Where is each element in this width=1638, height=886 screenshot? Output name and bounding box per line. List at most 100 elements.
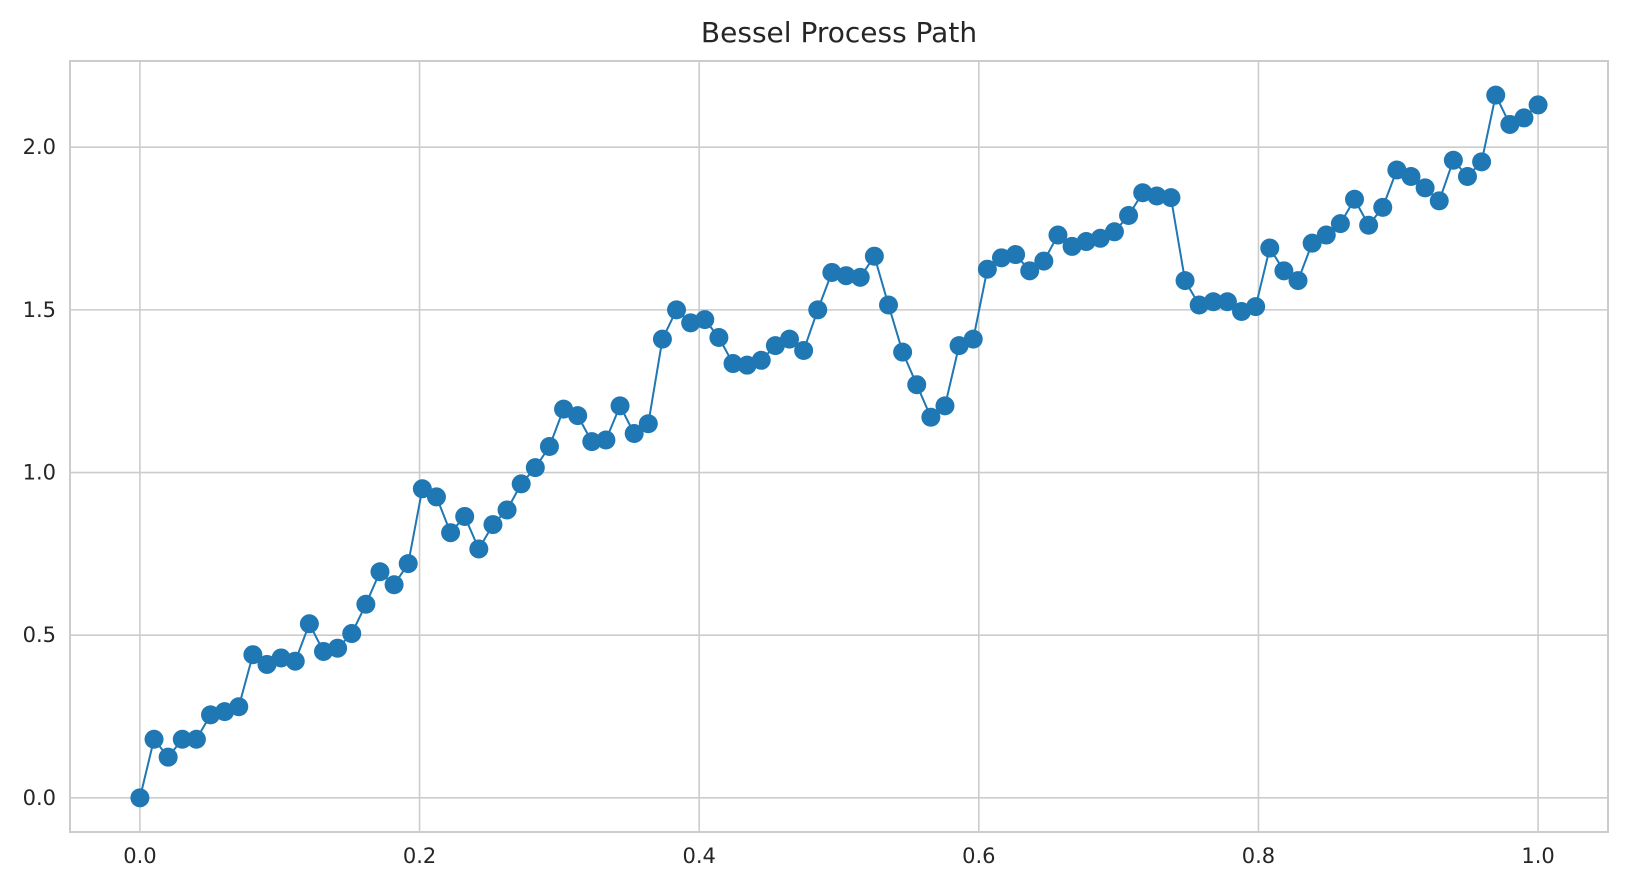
data-point — [667, 300, 687, 320]
data-point — [1161, 188, 1181, 208]
data-point — [172, 729, 192, 749]
data-point — [1359, 215, 1379, 235]
data-point — [257, 654, 277, 674]
data-point — [808, 300, 828, 320]
data-point — [963, 329, 983, 349]
x-tick-label: 0.4 — [682, 844, 715, 868]
data-point — [130, 788, 150, 808]
data-point — [1119, 206, 1139, 226]
data-point — [370, 562, 390, 582]
x-tick-label: 0.8 — [1242, 844, 1275, 868]
data-point — [1387, 160, 1407, 180]
data-point — [285, 651, 305, 671]
x-tick-label: 1.0 — [1521, 844, 1554, 868]
data-point — [1373, 197, 1393, 217]
data-point — [935, 396, 955, 416]
data-point — [441, 523, 461, 543]
y-tick-label: 0.0 — [23, 786, 56, 810]
data-point — [1514, 108, 1534, 128]
data-point — [1260, 238, 1280, 258]
data-point — [879, 295, 898, 315]
data-point — [1443, 150, 1463, 170]
data-point — [384, 575, 404, 595]
data-point — [1048, 225, 1068, 245]
y-axis-ticks: 0.0 0.5 1.0 1.5 2.0 — [23, 135, 56, 810]
data-point — [1472, 152, 1492, 172]
x-tick-label: 0.0 — [123, 844, 156, 868]
chart-title: Bessel Process Path — [701, 16, 977, 49]
data-point — [624, 423, 644, 443]
data-point — [1486, 85, 1506, 105]
y-tick-label: 1.5 — [23, 298, 56, 322]
data-point — [949, 336, 969, 356]
data-point — [794, 341, 814, 361]
data-point — [836, 266, 856, 286]
data-point — [1457, 166, 1477, 186]
x-tick-label: 0.2 — [403, 844, 436, 868]
data-point — [1246, 297, 1266, 317]
data-point — [695, 310, 715, 330]
data-point — [582, 432, 602, 452]
data-point — [765, 336, 785, 356]
series-layer — [130, 85, 1548, 808]
data-point — [1175, 271, 1195, 291]
data-point — [426, 487, 446, 507]
data-point — [511, 474, 531, 494]
data-point — [469, 539, 489, 559]
axes-frame — [69, 60, 1609, 833]
x-axis-ticks: 0.0 0.2 0.4 0.6 0.8 1.0 — [123, 844, 1555, 868]
data-point — [638, 414, 658, 434]
data-point — [1147, 186, 1167, 206]
data-point — [822, 262, 842, 282]
data-point — [780, 329, 799, 349]
data-point — [1274, 261, 1294, 281]
plot-area — [70, 61, 1608, 832]
data-point — [864, 246, 884, 266]
data-point — [568, 406, 588, 426]
data-point — [723, 354, 743, 374]
data-point — [483, 515, 503, 535]
data-point — [610, 396, 630, 416]
y-tick-label: 2.0 — [23, 135, 56, 159]
data-point — [243, 645, 263, 665]
data-point — [1034, 251, 1054, 271]
data-point — [751, 350, 771, 370]
data-point — [1104, 222, 1124, 242]
data-point — [1302, 233, 1322, 253]
data-point — [342, 624, 362, 644]
data-point — [652, 329, 672, 349]
data-point — [1401, 166, 1421, 186]
data-point — [1429, 191, 1449, 211]
data-point — [1006, 245, 1026, 265]
data-point — [144, 729, 164, 749]
data-point — [893, 342, 913, 362]
data-point — [907, 375, 927, 395]
data-point — [1217, 292, 1237, 312]
x-tick-label: 0.6 — [962, 844, 995, 868]
y-tick-label: 1.0 — [23, 461, 56, 485]
data-point — [328, 638, 348, 658]
data-point — [299, 614, 319, 634]
data-point — [1500, 114, 1520, 134]
data-point — [709, 328, 729, 348]
data-point — [921, 407, 941, 427]
data-point — [1330, 214, 1350, 234]
data-point — [977, 259, 997, 279]
data-point — [356, 594, 376, 614]
data-point — [539, 437, 559, 456]
data-point — [158, 747, 178, 767]
data-point — [1528, 95, 1548, 115]
data-point — [229, 697, 249, 717]
data-point — [186, 729, 206, 749]
data-point — [1090, 228, 1110, 248]
data-point — [1316, 225, 1336, 245]
data-point — [1415, 178, 1435, 198]
data-point — [455, 506, 475, 526]
y-tick-label: 0.5 — [23, 623, 56, 647]
data-point — [1345, 189, 1365, 209]
data-point — [398, 554, 418, 574]
data-point — [850, 267, 870, 287]
grid — [70, 61, 1608, 832]
data-point — [525, 458, 545, 478]
